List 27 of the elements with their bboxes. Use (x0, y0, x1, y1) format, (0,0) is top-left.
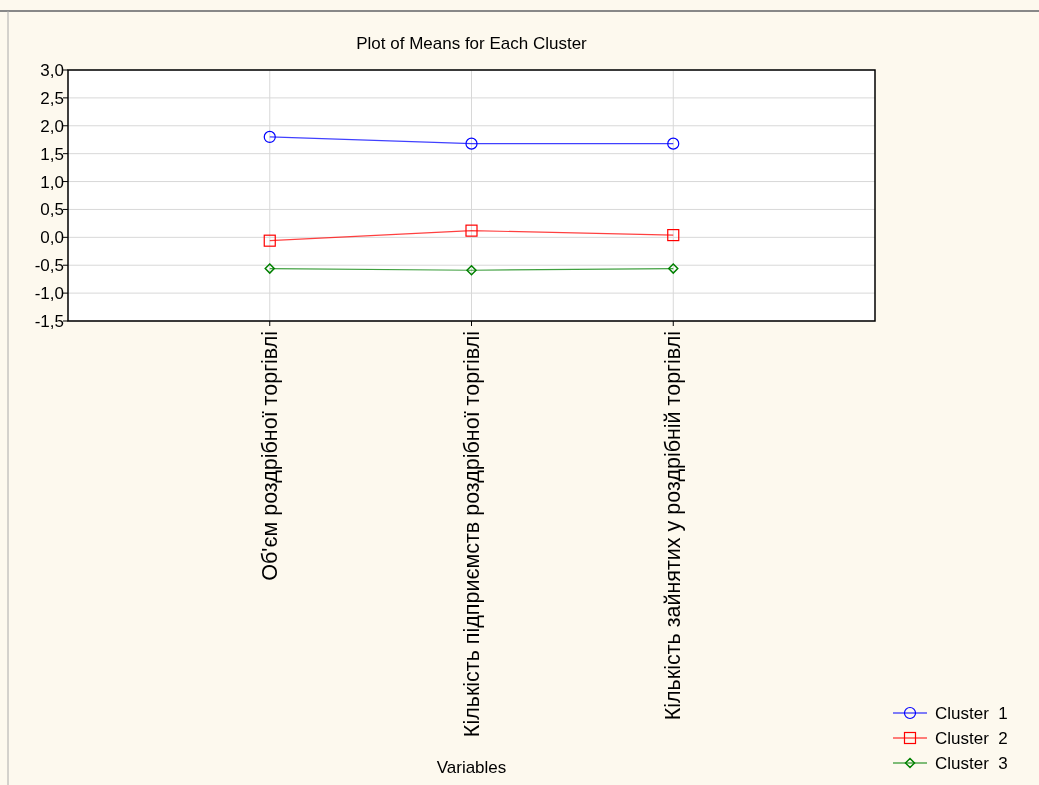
point (263, 130, 276, 144)
legend-label: Cluster 2 (935, 728, 1008, 748)
point (466, 264, 477, 276)
y-tick-label: 2,5 (40, 88, 64, 108)
point (668, 263, 679, 274)
y-tick-label: 2,0 (40, 116, 64, 136)
x-tick-label: Кількість зайнятих у роздрібній торгівлі (661, 331, 686, 721)
point (263, 234, 276, 247)
y-tick-label: 1,0 (40, 172, 64, 192)
y-tick-label: -1,5 (34, 311, 64, 331)
point (667, 229, 680, 242)
y-tick-label: -0,5 (34, 256, 64, 276)
x-axis-title: Variables (436, 758, 507, 777)
y-tick-label: 3,0 (40, 60, 64, 80)
y-tick-label: -1,0 (34, 284, 64, 304)
x-tick-label: Кількість підприємств роздрібної торгівлі (459, 331, 484, 738)
y-tick-label: 0,0 (40, 228, 64, 248)
legend-label: Cluster 3 (935, 753, 1008, 773)
point (667, 137, 680, 150)
point (264, 263, 275, 274)
legend-label: Cluster 1 (935, 703, 1008, 723)
point (465, 137, 478, 150)
y-tick-label: 0,5 (40, 200, 64, 220)
y-tick-label: 1,5 (40, 144, 64, 164)
x-tick-label: Об'єм роздрібної торгівлі (257, 331, 282, 581)
chart-title: Plot of Means for Each Cluster (356, 34, 588, 53)
point (465, 224, 478, 237)
